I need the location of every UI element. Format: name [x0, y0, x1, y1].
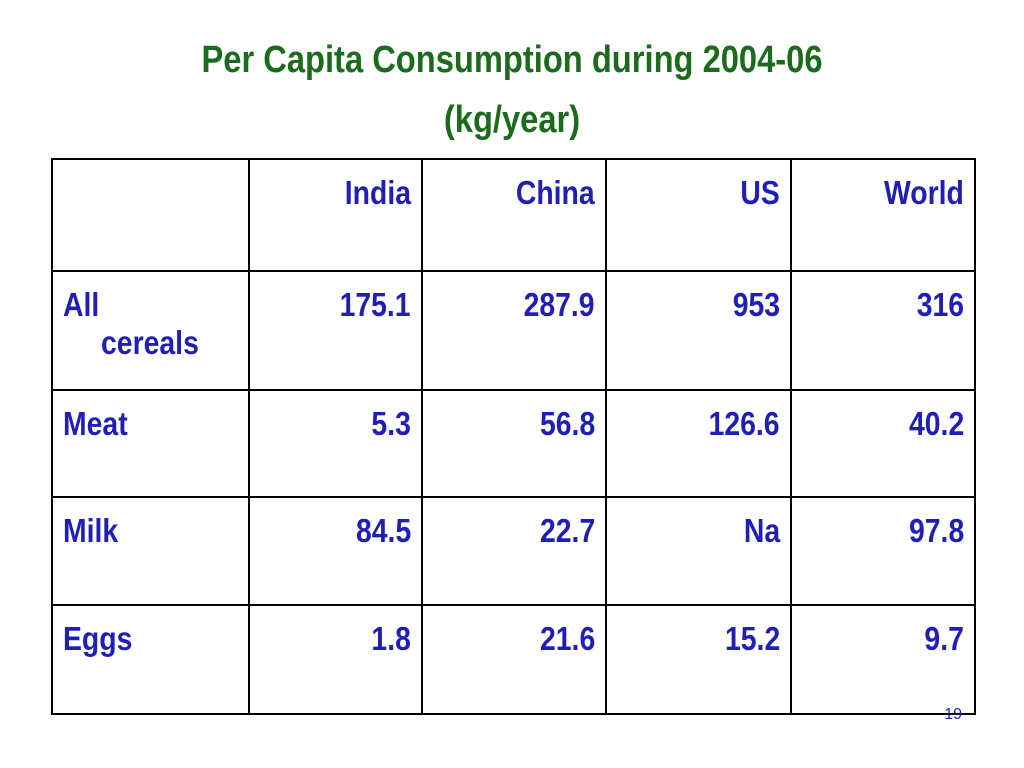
row-label-cell: Meat: [51, 389, 250, 498]
row-label: Milk: [63, 512, 119, 549]
row-label-cell: Eggs: [51, 604, 250, 715]
value-cell: 15.2: [605, 604, 792, 715]
row-label: All: [63, 286, 100, 323]
row-label-cell: All cereals: [51, 270, 250, 391]
table-row-eggs: Eggs 1.8 21.6 15.2 9.7: [51, 604, 976, 715]
value-cell: 40.2: [790, 389, 976, 498]
row-label-cell: Milk: [51, 496, 250, 606]
table-header-row: India China US World: [51, 158, 976, 272]
header-cell-empty: [51, 158, 250, 272]
value-cell: 9.7: [790, 604, 976, 715]
value-cell: Na: [605, 496, 792, 606]
header-label: World: [884, 174, 964, 211]
value-cell: 5.3: [248, 389, 423, 498]
value-cell: 126.6: [605, 389, 792, 498]
header-cell-us: US: [605, 158, 792, 272]
value-cell: 175.1: [248, 270, 423, 391]
consumption-table: India China US World All cereals 175.1 2…: [51, 158, 976, 715]
value-cell: 1.8: [248, 604, 423, 715]
value-cell: 21.6: [421, 604, 607, 715]
value-cell: 97.8: [790, 496, 976, 606]
header-cell-world: World: [790, 158, 976, 272]
slide-title-line-2: (kg/year): [443, 99, 581, 141]
value-cell: 953: [605, 270, 792, 391]
header-label: China: [516, 174, 595, 211]
header-label: India: [344, 174, 411, 211]
header-label: US: [740, 174, 780, 211]
value-cell: 316: [790, 270, 976, 391]
value-cell: 56.8: [421, 389, 607, 498]
table-row-meat: Meat 5.3 56.8 126.6 40.2: [51, 389, 976, 498]
table-row-milk: Milk 84.5 22.7 Na 97.8: [51, 496, 976, 606]
value-cell: 22.7: [421, 496, 607, 606]
slide-title: Per Capita Consumption during 2004-06 (k…: [72, 30, 953, 150]
row-label: Eggs: [63, 620, 133, 657]
value-cell: 287.9: [421, 270, 607, 391]
row-label-continuation: cereals: [101, 324, 199, 361]
header-cell-china: China: [421, 158, 607, 272]
slide-title-line-1: Per Capita Consumption during 2004-06: [201, 39, 823, 81]
page-number: 19: [944, 706, 962, 723]
header-cell-india: India: [248, 158, 423, 272]
row-label: Meat: [63, 405, 128, 442]
value-cell: 84.5: [248, 496, 423, 606]
table-row-all-cereals: All cereals 175.1 287.9 953 316: [51, 270, 976, 391]
